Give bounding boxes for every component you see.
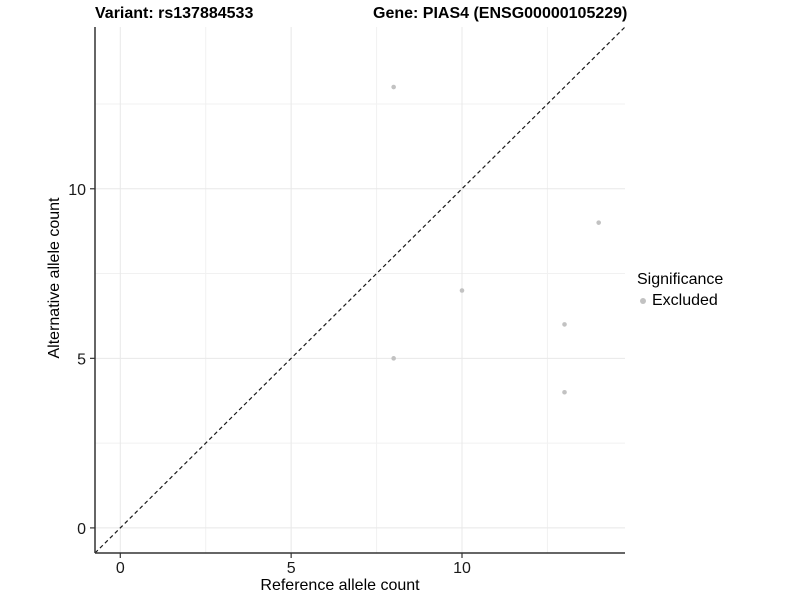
y-tick-label: 10: [68, 182, 86, 199]
plot-title-gene: Gene: PIAS4 (ENSG00000105229): [373, 5, 628, 22]
y-tick-label: 5: [77, 351, 86, 368]
legend-item-label: Excluded: [652, 292, 718, 309]
data-point: [391, 356, 396, 361]
data-point: [562, 389, 567, 395]
y-tick-label: 0: [77, 521, 86, 538]
x-axis-label: Reference allele count: [260, 577, 420, 594]
data-point: [459, 288, 465, 293]
legend: Significance Excluded: [637, 271, 723, 310]
y-axis-label: Alternative allele count: [46, 197, 63, 359]
legend-title: Significance: [637, 271, 724, 288]
legend-point-icon: [640, 298, 646, 304]
x-tick-label: 0: [116, 560, 125, 577]
x-tick-label: 10: [453, 560, 471, 577]
identity-line: [94, 26, 626, 554]
plot-panel: 0 5 10 0 5 10: [68, 26, 626, 577]
data-point: [596, 220, 601, 225]
data-point: [391, 84, 396, 90]
x-tick-label: 5: [287, 560, 296, 577]
legend-item-excluded: Excluded: [637, 292, 723, 310]
plot-title-variant: Variant: rs137884533: [95, 5, 254, 22]
data-point: [562, 322, 567, 327]
